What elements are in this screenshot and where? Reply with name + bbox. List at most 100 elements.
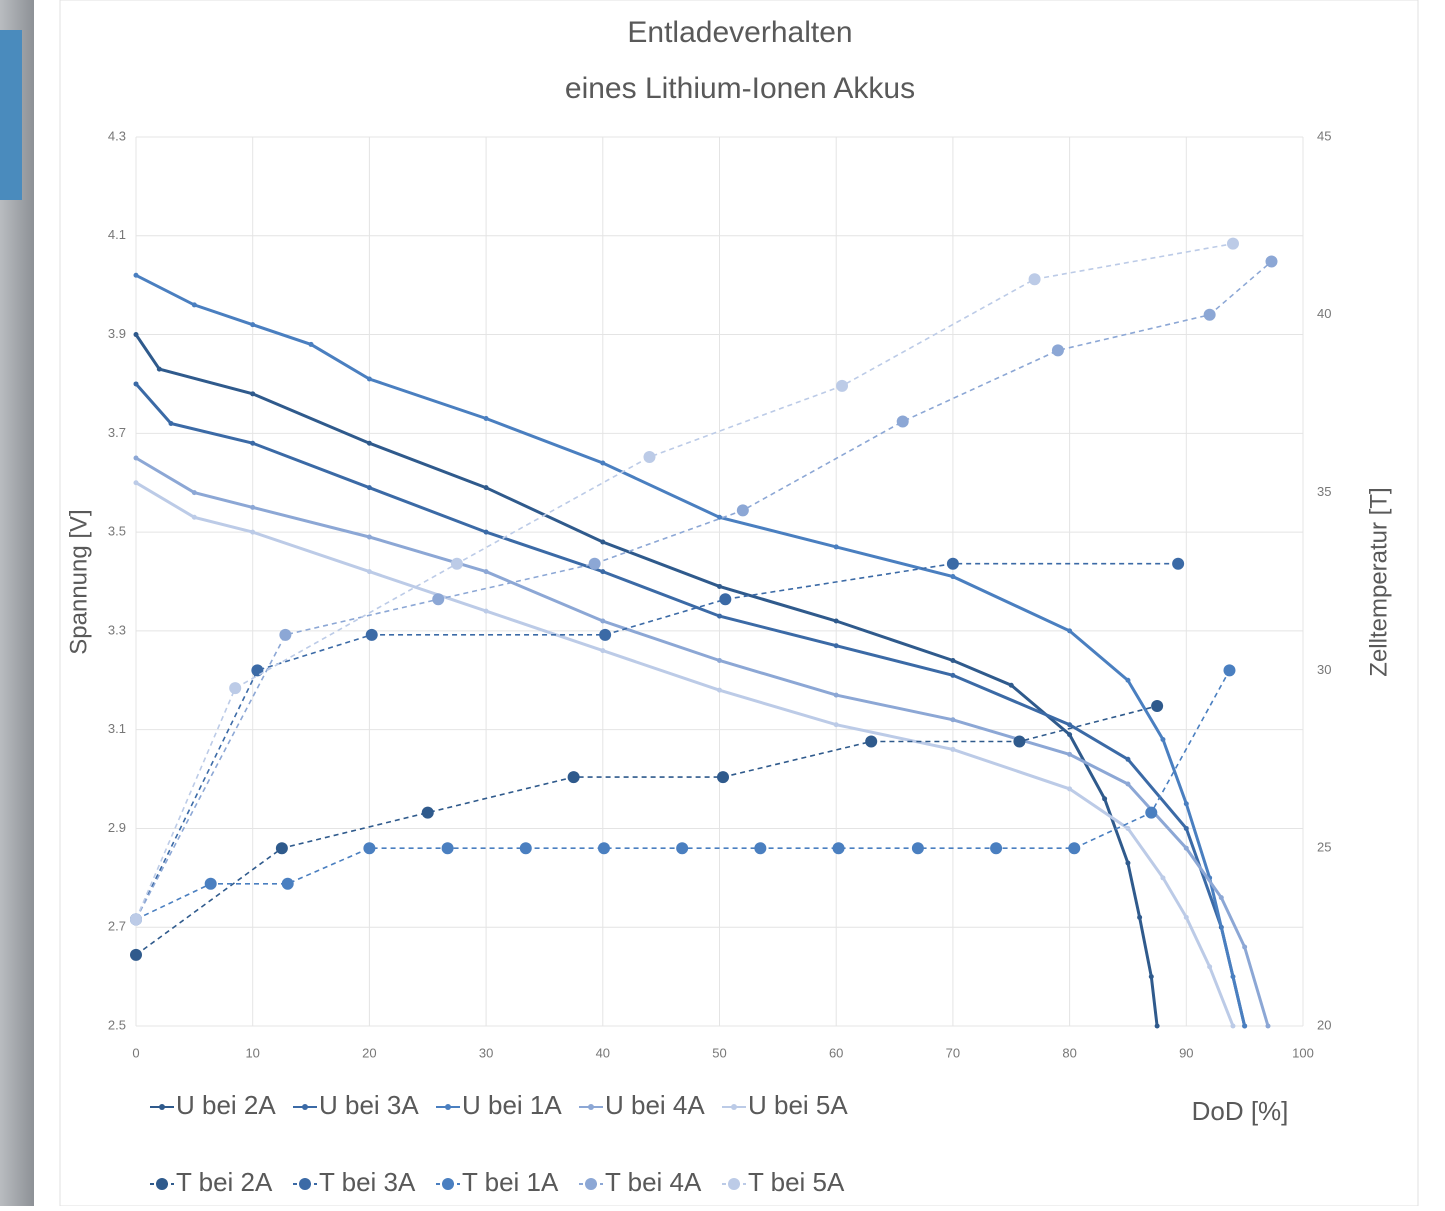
- data-point: [1068, 842, 1080, 854]
- legend-marker: [585, 1178, 597, 1190]
- x-tick-label: 30: [479, 1045, 493, 1060]
- chart-subtitle: eines Lithium-Ionen Akkus: [565, 72, 915, 105]
- x-tick-label: 10: [245, 1045, 259, 1060]
- y-tick-label: 3.3: [108, 622, 126, 637]
- y2-tick-label: 45: [1317, 128, 1331, 143]
- data-point: [520, 842, 532, 854]
- data-point: [1207, 964, 1212, 969]
- data-point: [250, 530, 255, 535]
- legend-marker: [731, 1104, 737, 1110]
- x-tick-label: 100: [1292, 1045, 1314, 1060]
- data-point: [451, 558, 463, 570]
- data-point: [643, 451, 655, 463]
- data-point: [947, 558, 959, 570]
- y-tick-label: 4.3: [108, 128, 126, 143]
- data-point: [1013, 736, 1025, 748]
- y2-tick-label: 25: [1317, 840, 1331, 855]
- data-point: [990, 842, 1002, 854]
- data-point: [912, 842, 924, 854]
- data-point: [442, 842, 454, 854]
- data-point: [1230, 974, 1235, 979]
- data-point: [229, 682, 241, 694]
- data-point: [1067, 752, 1072, 757]
- data-point: [484, 609, 489, 614]
- legend-label: T bei 4A: [605, 1167, 702, 1197]
- data-point: [205, 878, 217, 890]
- legend-marker: [442, 1178, 454, 1190]
- data-point: [134, 273, 139, 278]
- data-point: [169, 421, 174, 426]
- data-point: [1102, 796, 1107, 801]
- data-point: [950, 673, 955, 678]
- y-axis-label: Spannung [V]: [65, 509, 92, 654]
- data-point: [834, 722, 839, 727]
- data-point: [367, 441, 372, 446]
- data-point: [719, 593, 731, 605]
- data-point: [1125, 781, 1130, 786]
- data-point: [717, 688, 722, 693]
- data-point: [432, 593, 444, 605]
- data-point: [1125, 826, 1130, 831]
- data-point: [568, 771, 580, 783]
- data-point: [282, 878, 294, 890]
- data-point: [1137, 915, 1142, 920]
- x-tick-label: 20: [362, 1045, 376, 1060]
- data-point: [600, 619, 605, 624]
- y-tick-label: 2.9: [108, 820, 126, 835]
- y2-axis-label: Zelltemperatur [T]: [1365, 487, 1392, 676]
- data-point: [251, 664, 263, 676]
- data-point: [1052, 344, 1064, 356]
- x-tick-label: 40: [596, 1045, 610, 1060]
- data-point: [1184, 826, 1189, 831]
- legend-marker: [588, 1104, 594, 1110]
- data-point: [1219, 895, 1224, 900]
- y2-tick-label: 30: [1317, 662, 1331, 677]
- data-point: [599, 629, 611, 641]
- data-point: [717, 584, 722, 589]
- data-point: [834, 544, 839, 549]
- data-point: [1172, 558, 1184, 570]
- data-point: [130, 949, 142, 961]
- data-point: [1067, 722, 1072, 727]
- data-point: [1184, 846, 1189, 851]
- legend-label: U bei 3A: [319, 1090, 419, 1120]
- data-point: [1067, 732, 1072, 737]
- data-point: [250, 505, 255, 510]
- data-point: [1242, 944, 1247, 949]
- chart-panel: [60, 0, 1418, 1206]
- data-point: [950, 574, 955, 579]
- data-point: [1230, 1024, 1235, 1029]
- data-point: [833, 842, 845, 854]
- legend-label: T bei 3A: [319, 1167, 416, 1197]
- data-point: [484, 416, 489, 421]
- data-point: [950, 717, 955, 722]
- data-point: [157, 367, 162, 372]
- data-point: [1125, 678, 1130, 683]
- data-point: [950, 747, 955, 752]
- data-point: [1227, 238, 1239, 250]
- data-point: [192, 490, 197, 495]
- data-point: [950, 658, 955, 663]
- data-point: [134, 332, 139, 337]
- data-point: [1125, 861, 1130, 866]
- legend-marker: [299, 1178, 311, 1190]
- y-tick-label: 4.1: [108, 227, 126, 242]
- data-point: [1242, 1024, 1247, 1029]
- data-point: [484, 530, 489, 535]
- data-point: [717, 658, 722, 663]
- data-point: [600, 460, 605, 465]
- data-point: [1029, 273, 1041, 285]
- y-tick-label: 3.5: [108, 524, 126, 539]
- data-point: [600, 648, 605, 653]
- data-point: [192, 515, 197, 520]
- data-point: [1145, 807, 1157, 819]
- x-axis-label: DoD [%]: [1192, 1096, 1289, 1126]
- data-point: [367, 535, 372, 540]
- data-point: [1125, 757, 1130, 762]
- y-tick-label: 2.7: [108, 919, 126, 934]
- data-point: [1265, 1024, 1270, 1029]
- data-point: [1067, 786, 1072, 791]
- data-point: [279, 629, 291, 641]
- data-point: [309, 342, 314, 347]
- data-point: [276, 842, 288, 854]
